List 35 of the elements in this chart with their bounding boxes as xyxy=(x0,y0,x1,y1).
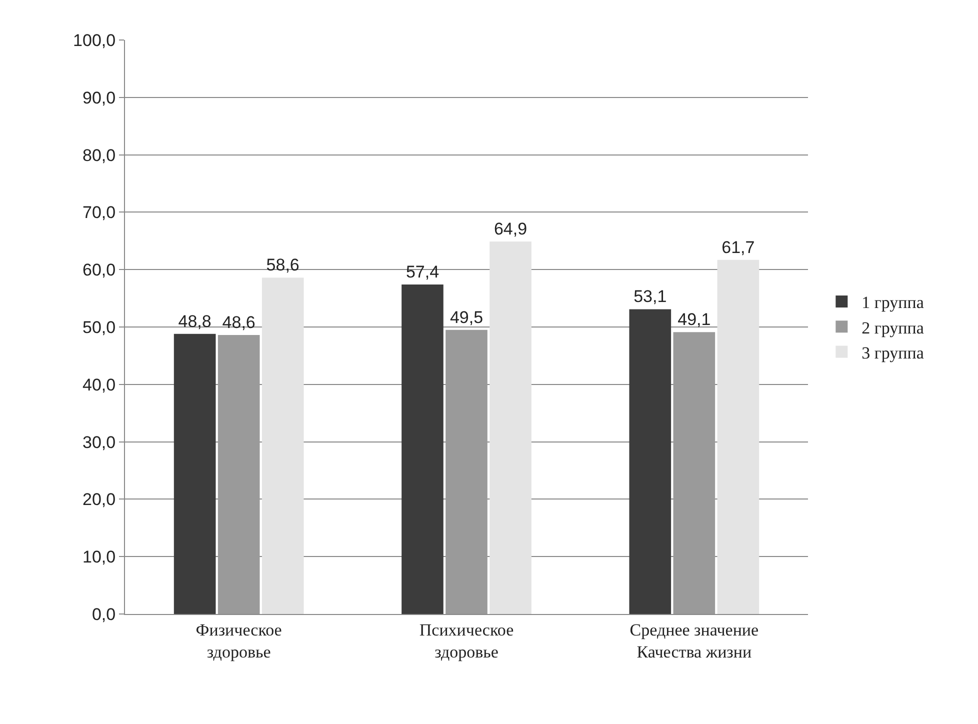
x-tick-label: Среднее значение Качества жизни xyxy=(630,620,759,662)
bar xyxy=(717,260,760,614)
data-label: 49,5 xyxy=(450,308,484,327)
data-label: 61,7 xyxy=(722,238,755,257)
data-label: 49,1 xyxy=(678,310,711,330)
bar xyxy=(174,334,216,614)
y-tick-label: 100,0 xyxy=(73,30,116,50)
y-tick-label: 70,0 xyxy=(82,203,116,222)
y-tick-label: 80,0 xyxy=(82,146,116,165)
legend-label: 3 группа xyxy=(862,343,924,362)
bar xyxy=(218,335,260,614)
y-tick-label: 30,0 xyxy=(82,432,116,452)
legend-label: 2 группа xyxy=(862,318,924,338)
y-tick-label: 0,0 xyxy=(92,604,116,624)
data-label: 58,6 xyxy=(266,256,300,275)
x-tick-label: Психическое здоровье xyxy=(419,620,514,662)
bar xyxy=(490,241,532,614)
bar xyxy=(629,309,672,614)
x-tick-label: Физическое здоровье xyxy=(196,620,282,662)
bar xyxy=(402,284,444,614)
data-label: 48,6 xyxy=(222,313,256,332)
y-tick-label: 40,0 xyxy=(82,375,116,394)
data-label: 53,1 xyxy=(634,287,667,306)
y-tick-label: 10,0 xyxy=(82,548,116,567)
bar xyxy=(262,278,304,614)
bar xyxy=(673,332,716,614)
legend-label: 1 группа xyxy=(862,293,924,312)
y-tick-label: 60,0 xyxy=(82,260,116,280)
y-tick-label: 90,0 xyxy=(82,88,116,108)
data-label: 57,4 xyxy=(406,262,440,282)
y-tick-label: 20,0 xyxy=(82,490,116,510)
data-label: 64,9 xyxy=(494,219,528,238)
y-tick-label: 50,0 xyxy=(82,318,116,337)
data-label: 48,8 xyxy=(178,312,212,331)
bar xyxy=(446,330,488,614)
